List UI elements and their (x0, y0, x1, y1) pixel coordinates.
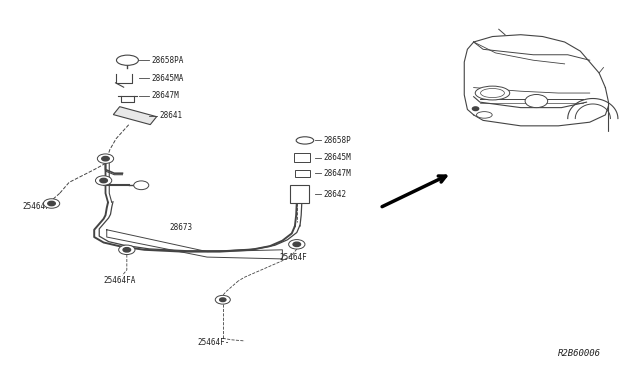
Circle shape (472, 107, 479, 110)
Circle shape (48, 201, 55, 206)
Circle shape (102, 157, 109, 161)
Circle shape (118, 245, 135, 254)
Text: 28642: 28642 (324, 189, 347, 199)
Ellipse shape (296, 137, 314, 144)
Circle shape (123, 248, 131, 252)
Ellipse shape (481, 89, 504, 97)
Text: 28645M: 28645M (324, 153, 351, 162)
Polygon shape (295, 170, 310, 177)
Circle shape (293, 242, 301, 247)
Polygon shape (294, 153, 310, 162)
Text: 28658P: 28658P (324, 136, 351, 145)
Text: 25464F: 25464F (22, 202, 50, 211)
Text: 25464F: 25464F (279, 253, 307, 262)
Text: 28641: 28641 (159, 111, 182, 120)
Ellipse shape (477, 112, 492, 118)
Circle shape (215, 295, 230, 304)
Text: 25464F-: 25464F- (198, 338, 230, 347)
Text: 28647M: 28647M (324, 169, 351, 178)
Text: 28645MA: 28645MA (152, 74, 184, 83)
Circle shape (95, 176, 112, 185)
Circle shape (525, 94, 548, 108)
Circle shape (289, 240, 305, 249)
Ellipse shape (116, 55, 138, 65)
Circle shape (97, 154, 114, 163)
Polygon shape (290, 185, 308, 203)
Text: 25464FA: 25464FA (104, 276, 136, 285)
Circle shape (220, 298, 226, 302)
Polygon shape (113, 107, 157, 125)
Circle shape (134, 181, 148, 190)
Circle shape (100, 178, 108, 183)
Ellipse shape (476, 86, 509, 100)
Text: 28673: 28673 (170, 224, 193, 232)
Text: 28658PA: 28658PA (152, 56, 184, 65)
Circle shape (44, 199, 60, 208)
Text: R2B60006: R2B60006 (558, 349, 602, 357)
Text: 28647M: 28647M (152, 91, 180, 100)
